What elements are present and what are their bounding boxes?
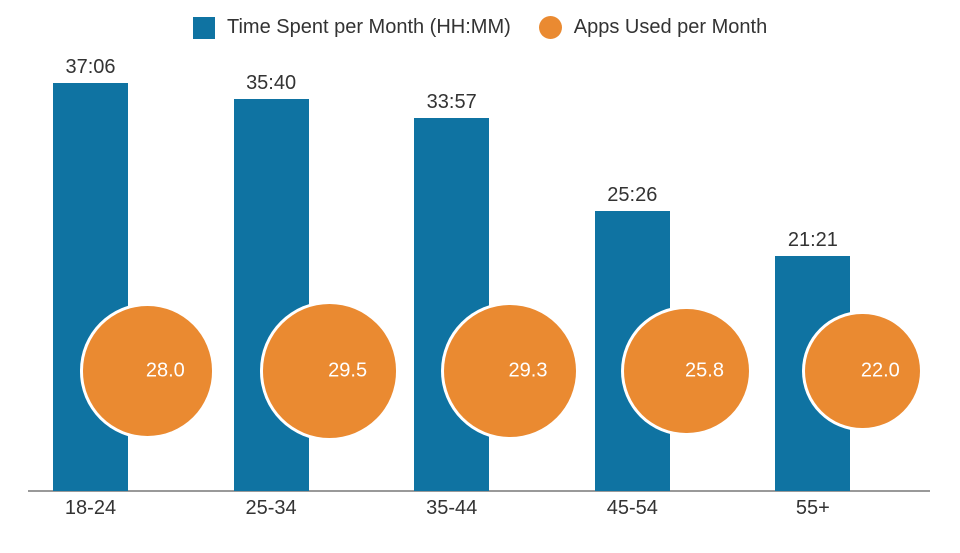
apps-used-bubble[interactable] (82, 306, 213, 436)
legend-circle-swatch-icon (538, 16, 562, 39)
apps-used-bubble[interactable] (624, 308, 749, 434)
x-axis-line (28, 490, 930, 492)
bubble-value-label: 28.0 (145, 359, 185, 382)
time-spent-bar[interactable] (53, 83, 128, 491)
bubble-value-label: 25.8 (685, 359, 724, 382)
legend-item-time-spent[interactable]: Time Spent per Month (HH:MM) (193, 16, 511, 39)
time-spent-bar[interactable] (233, 99, 309, 491)
legend-label-apps-used: Apps Used per Month (573, 16, 768, 38)
x-axis-label: 25-34 (245, 497, 297, 519)
bar-value-label: 35:40 (246, 72, 297, 94)
legend-item-apps-used[interactable]: Apps Used per Month (538, 16, 768, 39)
time-spent-bar[interactable] (414, 118, 490, 491)
legend-label-time-spent: Time Spent per Month (HH:MM) (227, 16, 511, 38)
legend-square-swatch-icon (193, 16, 215, 39)
x-axis-label: 35-44 (426, 497, 478, 519)
bubble-value-label: 22.0 (860, 359, 900, 382)
bar-value-label: 33:57 (426, 91, 477, 113)
bar-value-label: 37:06 (65, 56, 116, 78)
bar-value-label: 21:21 (787, 229, 838, 251)
apps-used-bubble[interactable] (443, 304, 577, 438)
apps-used-bubble[interactable] (804, 313, 920, 429)
bar-value-label: 25:26 (607, 184, 658, 206)
apps-used-bubble[interactable] (263, 304, 397, 438)
legend: Time Spent per Month (HH:MM) Apps Used p… (193, 16, 767, 39)
x-axis-label: 45-54 (606, 497, 658, 519)
x-axis-label: 18-24 (64, 497, 117, 519)
x-axis-label: 55+ (795, 497, 830, 519)
bubble-value-label: 29.5 (328, 359, 368, 382)
bubble-value-label: 29.3 (508, 359, 548, 382)
